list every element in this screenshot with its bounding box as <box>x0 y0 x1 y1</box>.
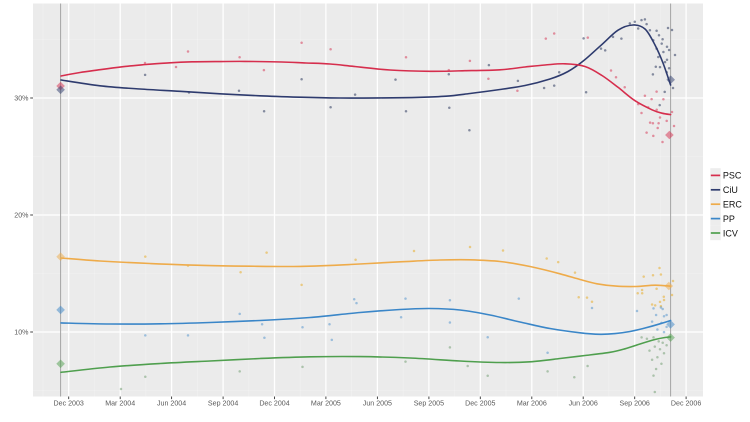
svg-text:20%: 20% <box>14 212 29 220</box>
svg-text:ERC: ERC <box>723 200 743 210</box>
svg-text:30%: 30% <box>14 95 29 103</box>
svg-text:Sep 2005: Sep 2005 <box>414 400 444 408</box>
svg-text:Jun 2005: Jun 2005 <box>363 400 392 408</box>
svg-text:ICV: ICV <box>723 228 738 238</box>
svg-text:Sep 2004: Sep 2004 <box>208 400 238 408</box>
svg-text:Dec 2004: Dec 2004 <box>259 400 289 408</box>
svg-text:PSC: PSC <box>723 171 742 181</box>
svg-text:Mar 2006: Mar 2006 <box>517 400 547 408</box>
svg-text:Jun 2006: Jun 2006 <box>569 400 598 408</box>
svg-text:Dec 2005: Dec 2005 <box>465 400 495 408</box>
svg-text:Mar 2004: Mar 2004 <box>105 400 135 408</box>
svg-text:CiU: CiU <box>723 185 738 195</box>
svg-text:Jun 2004: Jun 2004 <box>157 400 186 408</box>
svg-text:Dec 2003: Dec 2003 <box>54 400 84 408</box>
svg-text:Mar 2005: Mar 2005 <box>311 400 341 408</box>
svg-text:PP: PP <box>723 214 735 224</box>
svg-text:10%: 10% <box>14 329 29 337</box>
svg-text:Sep 2006: Sep 2006 <box>620 400 650 408</box>
svg-text:Dec 2006: Dec 2006 <box>671 400 701 408</box>
